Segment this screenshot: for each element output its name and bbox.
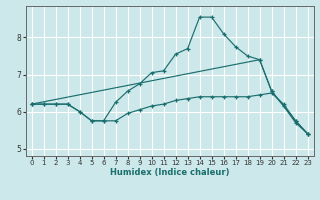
X-axis label: Humidex (Indice chaleur): Humidex (Indice chaleur) xyxy=(110,168,229,177)
